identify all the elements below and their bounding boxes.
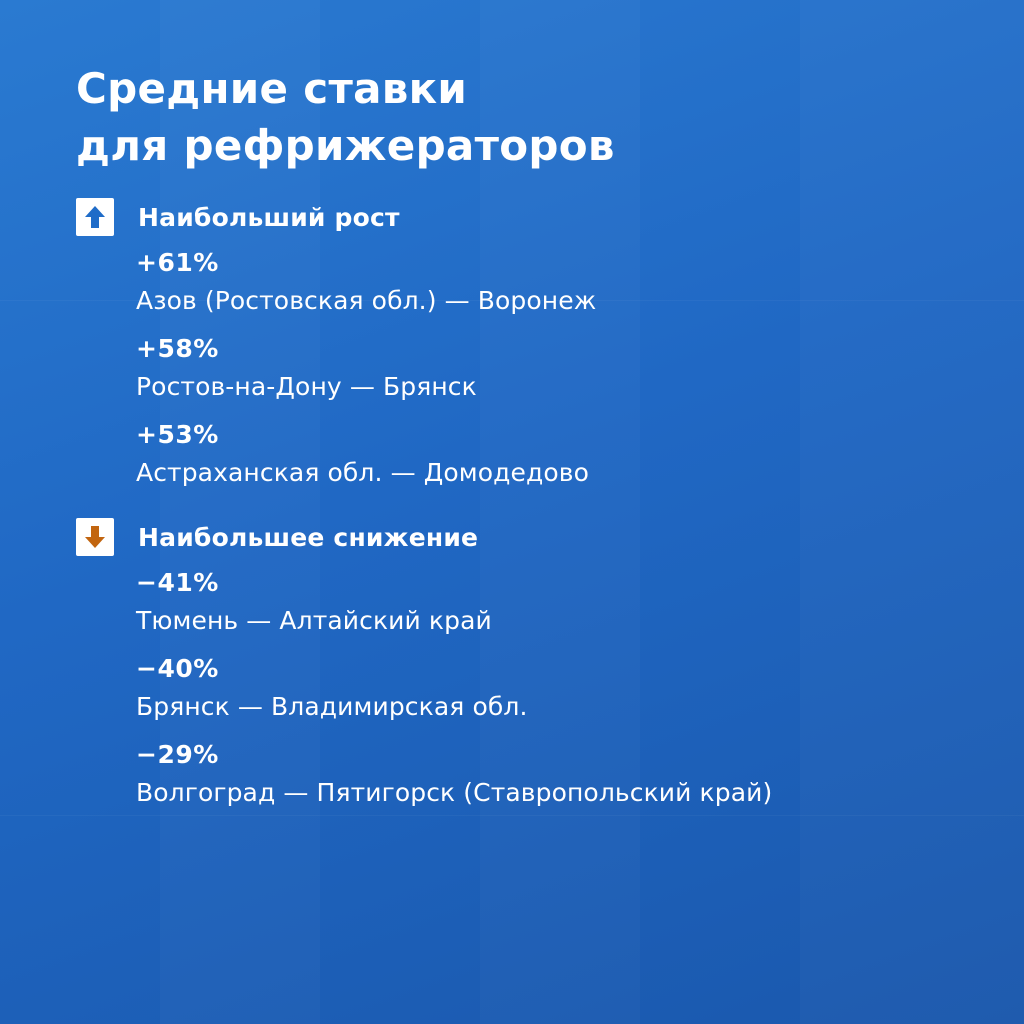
decline-section: Наибольшее снижение −41% Тюмень — Алтайс… [76,517,976,813]
decline-label: Наибольшее снижение [138,522,479,552]
decline-route: Брянск — Владимирская обл. [136,692,528,721]
arrow-up-icon [76,198,114,236]
growth-route: Азов (Ростовская обл.) — Воронеж [136,286,597,315]
growth-route: Ростов-на-Дону — Брянск [136,372,477,401]
list-item: −40% Брянск — Владимирская обл. [136,651,976,727]
infographic: Средние ставки для рефрижераторов Наибол… [76,60,976,813]
decline-percent: −41% [136,568,219,597]
title-line-1: Средние ставки [76,64,468,113]
growth-percent: +58% [136,334,219,363]
growth-header: Наибольший рост [76,197,976,237]
arrow-down-icon [76,518,114,556]
list-item: +61% Азов (Ростовская обл.) — Воронеж [136,245,976,321]
title-line-2: для рефрижераторов [76,121,615,170]
growth-route: Астраханская обл. — Домодедово [136,458,589,487]
decline-route: Тюмень — Алтайский край [136,606,492,635]
list-item: +58% Ростов-на-Дону — Брянск [136,331,976,407]
growth-list: +61% Азов (Ростовская обл.) — Воронеж +5… [136,245,976,493]
decline-percent: −29% [136,740,219,769]
growth-section: Наибольший рост +61% Азов (Ростовская об… [76,197,976,493]
background-line [0,815,1024,816]
decline-route: Волгоград — Пятигорск (Ставропольский кр… [136,778,773,807]
background-line [0,300,1024,301]
decline-header: Наибольшее снижение [76,517,976,557]
list-item: −29% Волгоград — Пятигорск (Ставропольск… [136,737,976,813]
decline-percent: −40% [136,654,219,683]
decline-list: −41% Тюмень — Алтайский край −40% Брянск… [136,565,976,813]
growth-label: Наибольший рост [138,202,400,232]
list-item: +53% Астраханская обл. — Домодедово [136,417,976,493]
page-title: Средние ставки для рефрижераторов [76,60,976,174]
growth-percent: +53% [136,420,219,449]
list-item: −41% Тюмень — Алтайский край [136,565,976,641]
growth-percent: +61% [136,248,219,277]
